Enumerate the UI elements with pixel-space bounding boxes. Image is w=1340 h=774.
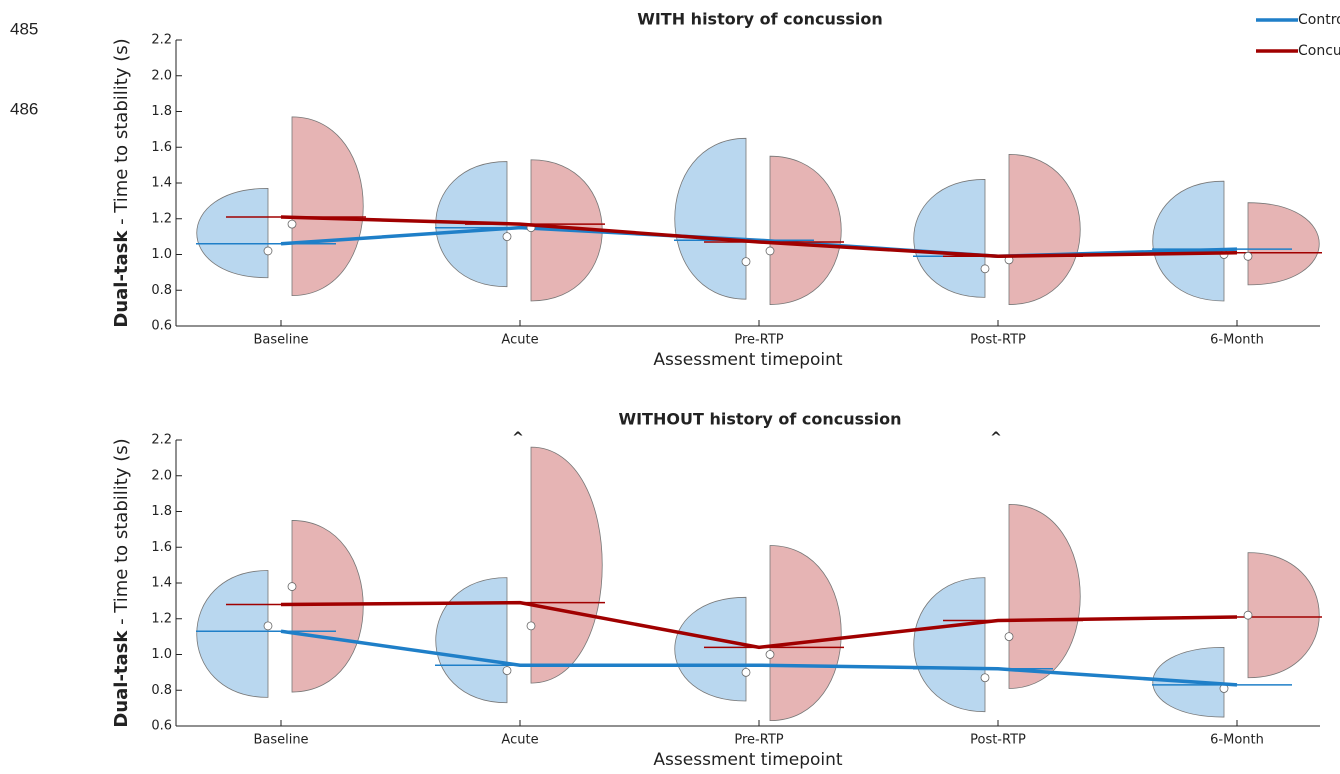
mean-line — [280, 600, 1238, 650]
violin — [769, 155, 842, 305]
median-dot — [526, 621, 536, 631]
y-tick-label: 1.2 — [151, 611, 172, 626]
median-dot — [263, 246, 273, 256]
y-tick-label: 1.4 — [151, 176, 172, 191]
y-tick-label: 2.0 — [151, 68, 172, 83]
y-tick-label: 1.6 — [151, 540, 172, 555]
median-dot — [502, 666, 512, 675]
x-tick-label: Pre-RTP — [734, 333, 783, 348]
violin — [530, 446, 603, 684]
y-tick-label: 0.8 — [151, 683, 172, 698]
median-dot — [287, 582, 297, 591]
legend-label: Control — [1298, 12, 1340, 28]
y-axis-label-text: - Time to stability (s) — [111, 438, 132, 625]
median-dot — [980, 264, 990, 274]
y-axis-label: Dual-task - Time to stability (s) — [111, 438, 132, 727]
x-tick-label: Acute — [501, 733, 538, 748]
chart-title: WITHOUT history of concussion — [618, 410, 901, 429]
violin — [913, 577, 986, 713]
violin — [1152, 180, 1225, 302]
violin — [1247, 202, 1320, 286]
median-dot — [741, 667, 751, 677]
median-dot — [980, 673, 990, 683]
y-axis-label: Dual-task - Time to stability (s) — [111, 38, 132, 327]
violin — [196, 570, 269, 698]
y-tick-label: 1.0 — [151, 647, 172, 662]
violin — [291, 116, 364, 297]
x-tick-label: Post-RTP — [970, 333, 1026, 348]
y-tick-label: 2.2 — [151, 33, 172, 48]
violin — [1008, 153, 1081, 305]
y-tick-label: 0.6 — [151, 319, 172, 334]
y-tick-label: 1.6 — [151, 140, 172, 155]
x-axis-label: Assessment timepoint — [653, 350, 842, 370]
y-tick-label: 1.4 — [151, 576, 172, 591]
x-tick-label: Post-RTP — [970, 733, 1026, 748]
median-dot — [287, 219, 297, 229]
median-dot — [1004, 632, 1014, 642]
mean-line — [280, 629, 1238, 687]
chart-title: WITH history of concussion — [637, 10, 883, 29]
median-dot — [765, 246, 775, 256]
median-dot — [1243, 610, 1253, 620]
x-axis-label: Assessment timepoint — [653, 750, 842, 770]
legend-label: Concussed — [1298, 43, 1340, 59]
violin — [1247, 552, 1320, 679]
violin — [435, 577, 508, 704]
mean-line — [280, 215, 1238, 259]
y-tick-label: 0.6 — [151, 719, 172, 734]
y-axis-label-emphasis: Dual-task — [111, 230, 132, 328]
line-number: 485 — [10, 19, 38, 38]
x-tick-label: Acute — [501, 333, 538, 348]
violin — [769, 545, 842, 722]
violin — [674, 137, 747, 300]
x-tick-label: 6-Month — [1210, 733, 1264, 748]
violin — [196, 187, 269, 279]
violin — [674, 596, 747, 702]
y-tick-label: 1.2 — [151, 211, 172, 226]
violin — [1008, 503, 1081, 689]
annotation: ^ — [990, 430, 1002, 446]
x-tick-label: Baseline — [253, 333, 308, 348]
annotation: ^ — [512, 430, 524, 446]
line-number: 486 — [10, 99, 38, 118]
x-tick-label: Pre-RTP — [734, 733, 783, 748]
median-dot — [765, 650, 775, 659]
y-tick-label: 1.8 — [151, 104, 172, 119]
violin — [291, 520, 364, 693]
median-dot — [741, 257, 751, 267]
y-tick-label: 2.2 — [151, 433, 172, 448]
x-tick-label: 6-Month — [1210, 333, 1264, 348]
x-tick-label: Baseline — [253, 733, 308, 748]
median-dot — [502, 232, 512, 242]
y-tick-label: 1.8 — [151, 504, 172, 519]
y-tick-label: 2.0 — [151, 468, 172, 483]
violin — [913, 179, 986, 298]
y-axis-label-text: - Time to stability (s) — [111, 38, 132, 225]
median-dot — [263, 621, 273, 631]
median-dot — [1243, 251, 1253, 261]
y-tick-label: 1.0 — [151, 247, 172, 262]
y-axis-label-emphasis: Dual-task — [111, 630, 132, 728]
y-tick-label: 0.8 — [151, 283, 172, 298]
